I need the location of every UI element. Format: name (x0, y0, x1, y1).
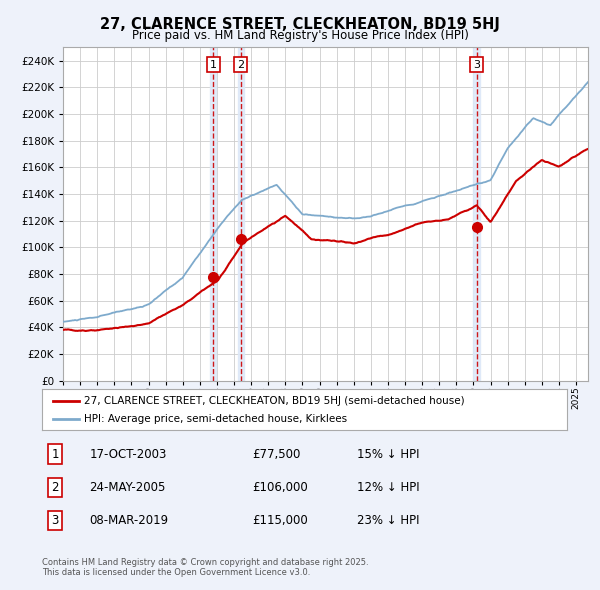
Text: 3: 3 (473, 60, 480, 70)
Text: £106,000: £106,000 (252, 481, 308, 494)
Text: 2: 2 (237, 60, 244, 70)
Text: 27, CLARENCE STREET, CLECKHEATON, BD19 5HJ (semi-detached house): 27, CLARENCE STREET, CLECKHEATON, BD19 5… (84, 396, 464, 406)
Bar (473, 47, 479, 381)
Text: 3: 3 (52, 514, 59, 527)
Text: 12% ↓ HPI: 12% ↓ HPI (357, 481, 419, 494)
Text: 27, CLARENCE STREET, CLECKHEATON, BD19 5HJ: 27, CLARENCE STREET, CLECKHEATON, BD19 5… (100, 17, 500, 32)
Text: 15% ↓ HPI: 15% ↓ HPI (357, 448, 419, 461)
Text: 1: 1 (210, 60, 217, 70)
Text: 23% ↓ HPI: 23% ↓ HPI (357, 514, 419, 527)
Text: Contains HM Land Registry data © Crown copyright and database right 2025.
This d: Contains HM Land Registry data © Crown c… (42, 558, 368, 577)
Text: 08-MAR-2019: 08-MAR-2019 (89, 514, 169, 527)
Text: HPI: Average price, semi-detached house, Kirklees: HPI: Average price, semi-detached house,… (84, 415, 347, 424)
Text: 17-OCT-2003: 17-OCT-2003 (89, 448, 167, 461)
Text: 1: 1 (52, 448, 59, 461)
Text: £77,500: £77,500 (252, 448, 301, 461)
Text: 2: 2 (52, 481, 59, 494)
Bar (238, 47, 244, 381)
Text: £115,000: £115,000 (252, 514, 308, 527)
Text: Price paid vs. HM Land Registry's House Price Index (HPI): Price paid vs. HM Land Registry's House … (131, 29, 469, 42)
Bar (210, 47, 217, 381)
Text: 24-MAY-2005: 24-MAY-2005 (89, 481, 166, 494)
